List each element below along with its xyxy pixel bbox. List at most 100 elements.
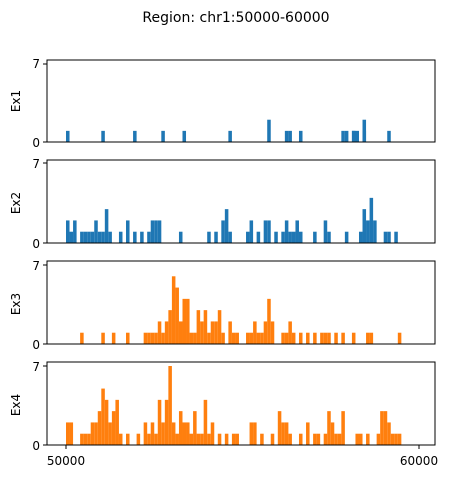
panel-ex1-bar-4 — [182, 130, 187, 142]
panel-ex4-bar-53 — [327, 411, 331, 445]
panel-ex2-bar-10 — [104, 209, 109, 243]
panel-ex3-bar-12 — [171, 276, 176, 344]
panel-ex1-bar-0 — [66, 130, 70, 142]
panel-ex4-bar-34 — [207, 433, 211, 445]
panel-ex4-bar-0 — [66, 422, 70, 445]
panel-ex4-bar-37 — [224, 433, 229, 445]
panel-ex1-bar-8 — [288, 130, 292, 142]
panel-ex2-bar-5 — [87, 231, 91, 243]
panel-ex4-frame — [46, 361, 436, 446]
panel-ex2-bar-36 — [295, 220, 299, 243]
panel-ex4-bar-59 — [358, 433, 363, 445]
panel-ex3-bar-41 — [291, 332, 296, 344]
panel-ex2-bar-31 — [274, 231, 278, 243]
panel-ex4-bar-18 — [150, 422, 155, 445]
panel-ex4-bar-24 — [171, 422, 176, 445]
panel-ex1-bar-5 — [228, 130, 232, 142]
panel-ex3-bar-37 — [270, 321, 275, 344]
panel-ex4-bar-29 — [189, 433, 194, 445]
panel-ex4-bar-50 — [313, 433, 317, 445]
panel-ex4-bar-20 — [157, 399, 162, 445]
panel-ex4-bar-55 — [334, 433, 338, 445]
panel-ex1: 7 0 Ex1 — [9, 57, 436, 150]
panel-ex2-bar-42 — [358, 231, 363, 243]
panel-ex4-bar-8 — [101, 388, 105, 445]
panel-ex3-bar-35 — [263, 321, 268, 344]
panel-ex2-bar-7 — [94, 220, 98, 243]
panel-ex2-bar-18 — [154, 220, 158, 243]
panel-ex4-bar-60 — [366, 433, 370, 445]
panel-ex4-bar-28 — [186, 422, 190, 445]
panel-ex1-bar-9 — [298, 130, 303, 142]
panel-ex3-bar-13 — [175, 287, 179, 344]
panel-ex4-bar-2 — [80, 433, 84, 445]
x-axis: 50000 60000 — [47, 445, 438, 468]
panel-ex3-ytick-label-bottom: 0 — [32, 338, 40, 352]
panel-ex3-bar-44 — [313, 332, 317, 344]
panel-ex3-ytick-label-top: 7 — [32, 259, 40, 273]
panel-ex1-bar-11 — [344, 130, 349, 142]
panel-ex2-bar-46 — [373, 220, 377, 243]
panel-ex3-bar-46 — [323, 332, 328, 344]
panel-ex2-bar-2 — [73, 220, 77, 243]
panel-ex3-bar-31 — [249, 332, 254, 344]
panel-ex1-bar-17 — [387, 130, 391, 142]
panel-ex3-bar-14 — [178, 321, 183, 344]
panel-ex2-bar-43 — [362, 209, 367, 243]
panel-ex2-bar-49 — [394, 231, 398, 243]
panel-ex3-bar-11 — [168, 310, 172, 344]
panel-ex2-bar-15 — [140, 231, 144, 243]
panel-ex4-bar-1 — [69, 422, 74, 445]
panel-ex1-ylabel: Ex1 — [9, 90, 23, 112]
panel-ex2-ytick-label-bottom: 0 — [32, 237, 40, 251]
panel-ex2-bar-23 — [221, 220, 225, 243]
panel-ex4-bar-7 — [97, 411, 102, 445]
panel-ex2-bar-28 — [256, 231, 261, 243]
panel-ex4-ytick-label-top: 7 — [32, 360, 40, 374]
panel-ex2-bar-34 — [288, 231, 292, 243]
panel-ex1-bar-10 — [341, 130, 345, 142]
panel-ex2-bar-13 — [126, 220, 130, 243]
panel-ex1-bar-14 — [355, 130, 359, 142]
panel-ex4-bar-48 — [298, 433, 303, 445]
panel-ex2-bar-3 — [80, 231, 84, 243]
panel-ex4-bar-21 — [161, 422, 165, 445]
chart-title: Region: chr1:50000-60000 — [142, 10, 329, 26]
panel-ex1-bar-6 — [267, 119, 271, 142]
panel-ex4-bar-45 — [281, 422, 285, 445]
panel-ex4-bar-13 — [118, 433, 123, 445]
panel-ex3-bar-5 — [147, 332, 151, 344]
panel-ex2-bar-21 — [207, 231, 211, 243]
panel-ex2: 7 0 Ex2 — [9, 157, 436, 251]
panel-ex2-bar-30 — [267, 220, 271, 243]
panel-ex3-bar-22 — [207, 332, 211, 344]
panel-ex3-bar-9 — [161, 332, 165, 344]
panel-ex3-bar-8 — [157, 321, 162, 344]
panel-ex4-bar-38 — [231, 433, 236, 445]
panel-ex3-bars — [80, 276, 402, 344]
panel-ex2-bar-20 — [178, 231, 183, 243]
panel-ex4-bar-57 — [341, 411, 345, 445]
panel-ex3-bar-27 — [228, 321, 232, 344]
panel-ex1-frame — [46, 59, 436, 143]
panel-ex3-bar-26 — [221, 332, 225, 344]
panel-ex4: 7 0 Ex4 — [9, 360, 436, 453]
panel-ex3-bar-49 — [341, 332, 345, 344]
panel-ex2-bar-9 — [101, 231, 105, 243]
panel-ex3-bar-3 — [126, 332, 130, 344]
panel-ex2-bar-1 — [69, 231, 74, 243]
panel-ex1-bar-1 — [101, 130, 105, 142]
panel-ex3-bar-23 — [210, 321, 215, 344]
panel-ex4-bar-49 — [306, 422, 310, 445]
panel-ex2-ytick-label-top: 7 — [32, 157, 40, 171]
panel-ex4-bar-63 — [383, 411, 388, 445]
panel-ex2-bar-35 — [291, 231, 296, 243]
panel-ex4-bar-14 — [126, 433, 130, 445]
panel-ex3-bar-7 — [154, 332, 158, 344]
panel-ex3-bar-43 — [306, 332, 310, 344]
panel-ex4-bar-15 — [136, 433, 141, 445]
panel-ex2-bar-40 — [327, 231, 331, 243]
panel-ex1-bar-16 — [362, 119, 367, 142]
panel-ex3-bar-4 — [143, 332, 148, 344]
